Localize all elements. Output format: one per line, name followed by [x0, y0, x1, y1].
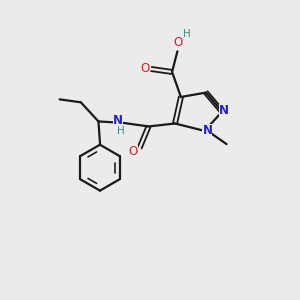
- Text: O: O: [129, 145, 138, 158]
- Text: O: O: [174, 36, 183, 49]
- Text: N: N: [202, 124, 212, 137]
- Text: N: N: [113, 114, 123, 127]
- Text: H: H: [117, 126, 125, 136]
- Text: H: H: [183, 29, 191, 39]
- Text: O: O: [140, 62, 150, 75]
- Text: N: N: [219, 104, 229, 117]
